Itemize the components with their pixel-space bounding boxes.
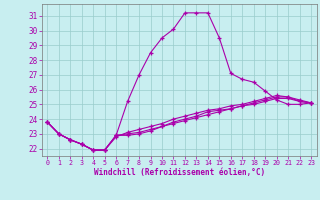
X-axis label: Windchill (Refroidissement éolien,°C): Windchill (Refroidissement éolien,°C) — [94, 168, 265, 177]
